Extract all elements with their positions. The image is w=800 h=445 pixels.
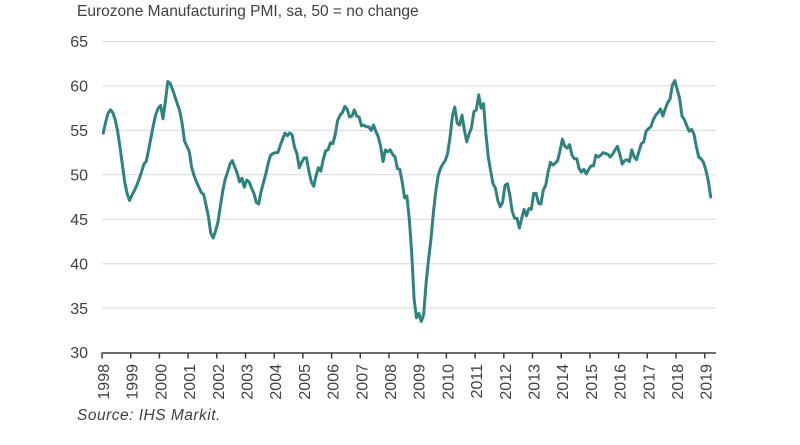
svg-text:45: 45 <box>70 212 88 229</box>
svg-text:2019: 2019 <box>699 364 716 400</box>
svg-text:2009: 2009 <box>412 364 429 400</box>
svg-text:60: 60 <box>70 79 88 96</box>
svg-text:2010: 2010 <box>440 364 457 400</box>
svg-text:55: 55 <box>70 123 88 140</box>
svg-text:2003: 2003 <box>240 364 257 400</box>
svg-text:2007: 2007 <box>354 364 371 400</box>
svg-text:2011: 2011 <box>469 364 486 399</box>
svg-text:30: 30 <box>70 345 88 362</box>
svg-text:2017: 2017 <box>641 364 658 400</box>
svg-text:2018: 2018 <box>670 364 687 400</box>
svg-text:2012: 2012 <box>498 364 515 400</box>
svg-text:35: 35 <box>70 301 88 318</box>
svg-text:2004: 2004 <box>268 364 285 400</box>
svg-text:2015: 2015 <box>584 364 601 400</box>
svg-text:2001: 2001 <box>182 364 199 400</box>
svg-text:1998: 1998 <box>96 364 113 400</box>
svg-text:50: 50 <box>70 168 88 185</box>
svg-text:2005: 2005 <box>297 364 314 400</box>
svg-text:2008: 2008 <box>383 364 400 400</box>
svg-text:2006: 2006 <box>326 364 343 400</box>
svg-text:2013: 2013 <box>527 364 544 400</box>
svg-text:2014: 2014 <box>555 364 572 400</box>
svg-text:2016: 2016 <box>613 364 630 400</box>
svg-text:40: 40 <box>70 256 88 273</box>
svg-text:1999: 1999 <box>125 364 142 400</box>
svg-text:2000: 2000 <box>153 364 170 400</box>
svg-text:2002: 2002 <box>211 364 228 400</box>
svg-text:65: 65 <box>70 34 88 51</box>
